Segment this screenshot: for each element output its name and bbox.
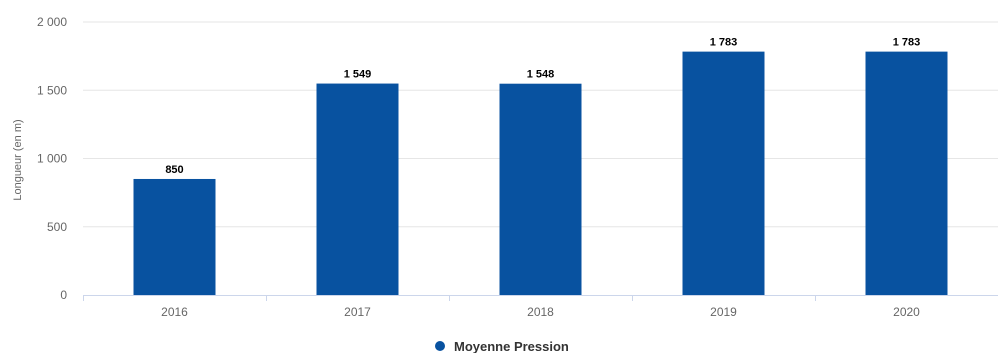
y-axis-title: Longueur (en m)	[12, 119, 24, 200]
x-tick-label: 2016	[161, 305, 188, 319]
x-tick-label: 2018	[527, 305, 554, 319]
data-label: 1 549	[344, 69, 372, 81]
x-tick-label: 2017	[344, 305, 371, 319]
data-label: 1 783	[710, 37, 738, 49]
y-tick-label: 500	[47, 220, 67, 234]
legend-marker	[435, 341, 445, 351]
bar[interactable]	[865, 51, 948, 295]
y-tick-label: 1 000	[37, 152, 67, 166]
bar[interactable]	[316, 83, 399, 296]
x-tick-label: 2019	[710, 305, 737, 319]
x-tick-label: 2020	[893, 305, 920, 319]
legend[interactable]: Moyenne Pression	[435, 339, 569, 353]
data-label: 1 783	[893, 37, 921, 49]
bars	[133, 51, 948, 296]
bar[interactable]	[682, 51, 765, 295]
bar[interactable]	[133, 178, 216, 295]
legend-label: Moyenne Pression	[454, 339, 569, 353]
y-tick-label: 1 500	[37, 83, 67, 97]
x-axis: 2016 2017 2018 2019 2020	[83, 295, 998, 319]
data-labels: 850 1 549 1 548 1 783 1 783	[165, 37, 920, 176]
bar[interactable]	[499, 83, 582, 295]
y-tick-label: 0	[60, 288, 67, 302]
data-label: 850	[165, 164, 183, 176]
y-tick-label: 2 000	[37, 15, 67, 29]
y-axis: 0 500 1 000 1 500 2 000	[37, 15, 67, 302]
data-label: 1 548	[527, 69, 555, 81]
